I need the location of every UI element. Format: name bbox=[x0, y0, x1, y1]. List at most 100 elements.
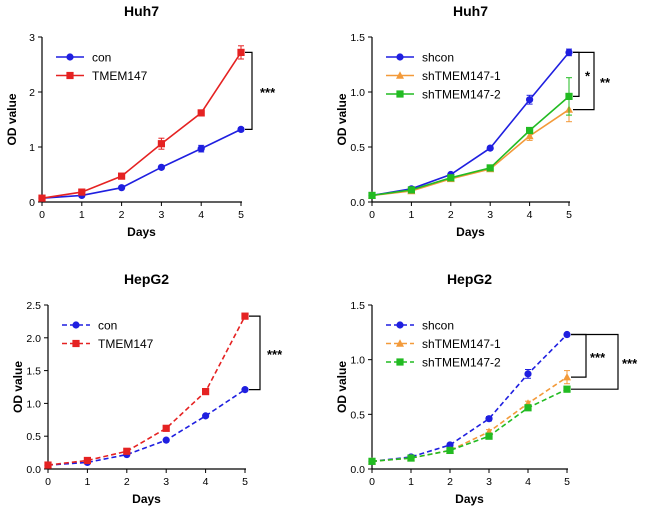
y-tick-label: 1.0 bbox=[350, 87, 365, 99]
x-axis-label: Days bbox=[456, 225, 485, 239]
chart-panel-2: Huh7 0 1 2 3 4 5 0.0 0.5 1.0 1.5 Days OD value shcon s… bbox=[335, 3, 611, 239]
data-point bbox=[563, 330, 571, 339]
x-tick-label: 5 bbox=[238, 209, 244, 221]
data-point bbox=[524, 404, 532, 412]
data-point bbox=[197, 145, 205, 153]
series-line bbox=[371, 51, 570, 197]
x-tick-label: 1 bbox=[79, 209, 85, 221]
significance-bracket bbox=[571, 333, 587, 378]
x-axis-label: Days bbox=[127, 225, 156, 239]
significance-bracket bbox=[573, 51, 580, 98]
x-tick-label: 3 bbox=[163, 476, 169, 488]
y-tick-label: 1.0 bbox=[350, 355, 365, 367]
series-3 bbox=[368, 77, 573, 199]
series-1 bbox=[38, 125, 245, 202]
data-point bbox=[241, 312, 249, 320]
significance-label: *** bbox=[260, 85, 276, 100]
series-line bbox=[47, 388, 246, 466]
y-tick-label: 2 bbox=[29, 87, 35, 99]
y-tick-label: 2.5 bbox=[26, 300, 41, 312]
y-axis-label: OD value bbox=[335, 361, 349, 413]
y-tick-label: 0.5 bbox=[350, 142, 365, 154]
x-tick-label: 5 bbox=[564, 476, 570, 488]
chart-panel-3: HepG2 0 1 2 3 4 5 0.0 0.5 1.0 1.5 2.0 2.5 Days OD valu… bbox=[11, 271, 283, 506]
data-point bbox=[78, 188, 86, 196]
legend-label: shTMEM147-1 bbox=[422, 337, 501, 351]
data-point bbox=[407, 454, 415, 462]
data-point bbox=[565, 48, 573, 57]
x-tick-label: 2 bbox=[448, 209, 454, 221]
series-2 bbox=[368, 370, 571, 465]
series-line bbox=[371, 388, 568, 463]
y-tick-label: 3 bbox=[29, 32, 35, 44]
significance-bracket bbox=[245, 51, 253, 130]
x-tick-label: 2 bbox=[119, 209, 125, 221]
legend-label: shTMEM147-2 bbox=[422, 356, 501, 370]
legend-marker bbox=[396, 71, 404, 79]
y-tick-label: 1.5 bbox=[350, 300, 365, 312]
y-tick-label: 0 bbox=[29, 197, 35, 209]
data-point bbox=[368, 457, 376, 465]
series-2 bbox=[368, 97, 573, 199]
x-tick-label: 1 bbox=[408, 476, 414, 488]
data-point bbox=[83, 456, 91, 465]
x-tick-label: 3 bbox=[487, 209, 493, 221]
y-axis-label: OD value bbox=[5, 93, 19, 145]
y-tick-label: 2.0 bbox=[26, 333, 41, 345]
data-point bbox=[118, 172, 126, 180]
x-tick-label: 3 bbox=[158, 209, 164, 221]
y-axis-label: OD value bbox=[11, 361, 25, 413]
data-point bbox=[241, 386, 249, 394]
series-2 bbox=[44, 312, 249, 469]
data-point bbox=[157, 163, 165, 171]
y-tick-label: 0.0 bbox=[350, 197, 365, 209]
legend-marker bbox=[66, 53, 74, 61]
x-tick-label: 4 bbox=[527, 209, 533, 221]
legend-label: TMEM147 bbox=[92, 69, 148, 83]
x-tick-label: 4 bbox=[198, 209, 204, 221]
data-point bbox=[526, 96, 534, 104]
data-point bbox=[38, 194, 46, 202]
legend-label: shcon bbox=[422, 319, 454, 333]
data-point bbox=[526, 126, 534, 135]
x-tick-label: 2 bbox=[447, 476, 453, 488]
x-tick-label: 1 bbox=[84, 476, 90, 488]
data-point bbox=[486, 144, 494, 152]
y-tick-label: 0.0 bbox=[350, 464, 365, 476]
legend-label: shTMEM147-1 bbox=[422, 69, 501, 83]
data-point bbox=[118, 184, 126, 192]
legend-label: con bbox=[98, 319, 117, 333]
significance-label: *** bbox=[622, 356, 638, 371]
data-point bbox=[446, 446, 454, 455]
x-tick-label: 4 bbox=[203, 476, 209, 488]
series-line bbox=[371, 333, 568, 463]
data-point bbox=[237, 125, 245, 133]
series-1 bbox=[368, 330, 571, 465]
chart-title: HepG2 bbox=[124, 271, 169, 287]
series-2 bbox=[38, 45, 245, 202]
data-point bbox=[486, 164, 494, 172]
series-line bbox=[371, 95, 570, 197]
series-line bbox=[41, 51, 242, 199]
legend-label: shcon bbox=[422, 51, 454, 65]
chart-title: HepG2 bbox=[447, 271, 492, 287]
chart-panel-4: HepG2 0 1 2 3 4 5 0.0 0.5 1.0 1.5 Days OD value shcon… bbox=[335, 271, 638, 506]
x-tick-label: 0 bbox=[369, 476, 375, 488]
significance-bracket bbox=[571, 333, 619, 390]
significance-label: *** bbox=[590, 350, 606, 365]
x-tick-label: 0 bbox=[45, 476, 51, 488]
chart-title: Huh7 bbox=[453, 3, 488, 19]
legend-marker bbox=[396, 339, 404, 347]
legend-label: con bbox=[92, 51, 111, 65]
x-axis-label: Days bbox=[132, 492, 161, 506]
data-point bbox=[563, 372, 571, 381]
significance-label: *** bbox=[267, 347, 283, 362]
x-tick-label: 5 bbox=[566, 209, 572, 221]
x-tick-label: 0 bbox=[369, 209, 375, 221]
legend-marker bbox=[72, 321, 80, 329]
y-axis-label: OD value bbox=[335, 93, 349, 145]
data-point bbox=[197, 109, 205, 117]
significance-label: ** bbox=[600, 75, 611, 90]
data-point bbox=[202, 412, 210, 420]
